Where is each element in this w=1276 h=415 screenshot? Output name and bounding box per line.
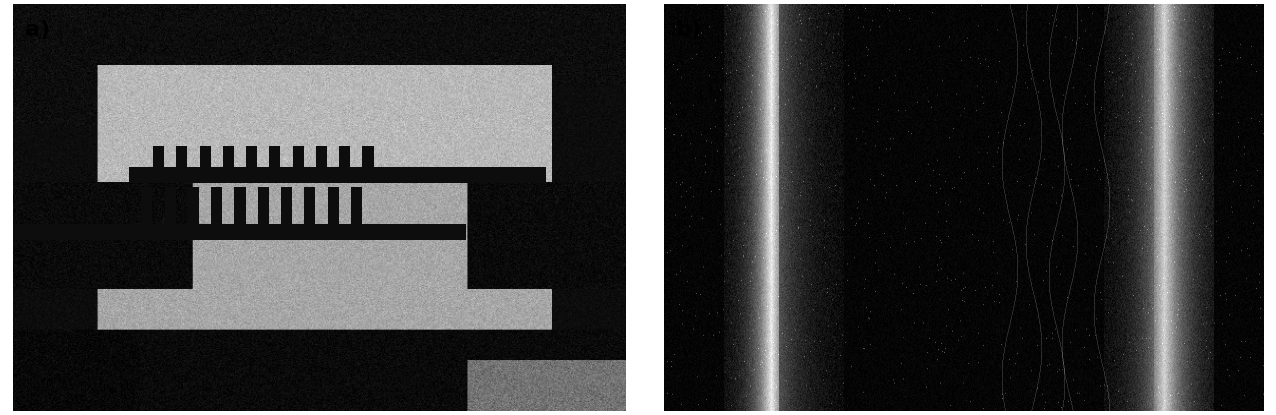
Bar [235,187,245,224]
Bar [362,146,374,183]
Bar [129,224,466,240]
Bar [176,146,188,183]
Bar [339,146,350,183]
Bar [223,146,234,183]
Bar [212,187,222,224]
Text: b): b) [675,20,702,40]
Bar [153,146,165,183]
Bar [246,146,258,183]
Bar [281,187,292,224]
Bar [13,224,148,240]
Bar [292,146,304,183]
Bar [258,187,269,224]
Bar [188,187,199,224]
Bar [304,187,315,224]
Bar [199,146,211,183]
Bar [269,146,281,183]
Bar [328,187,338,224]
Bar [351,187,362,224]
Bar [316,146,327,183]
Bar [129,167,466,183]
Text: a): a) [26,20,50,40]
Bar [448,167,546,183]
Bar [165,187,176,224]
Bar [142,187,152,224]
